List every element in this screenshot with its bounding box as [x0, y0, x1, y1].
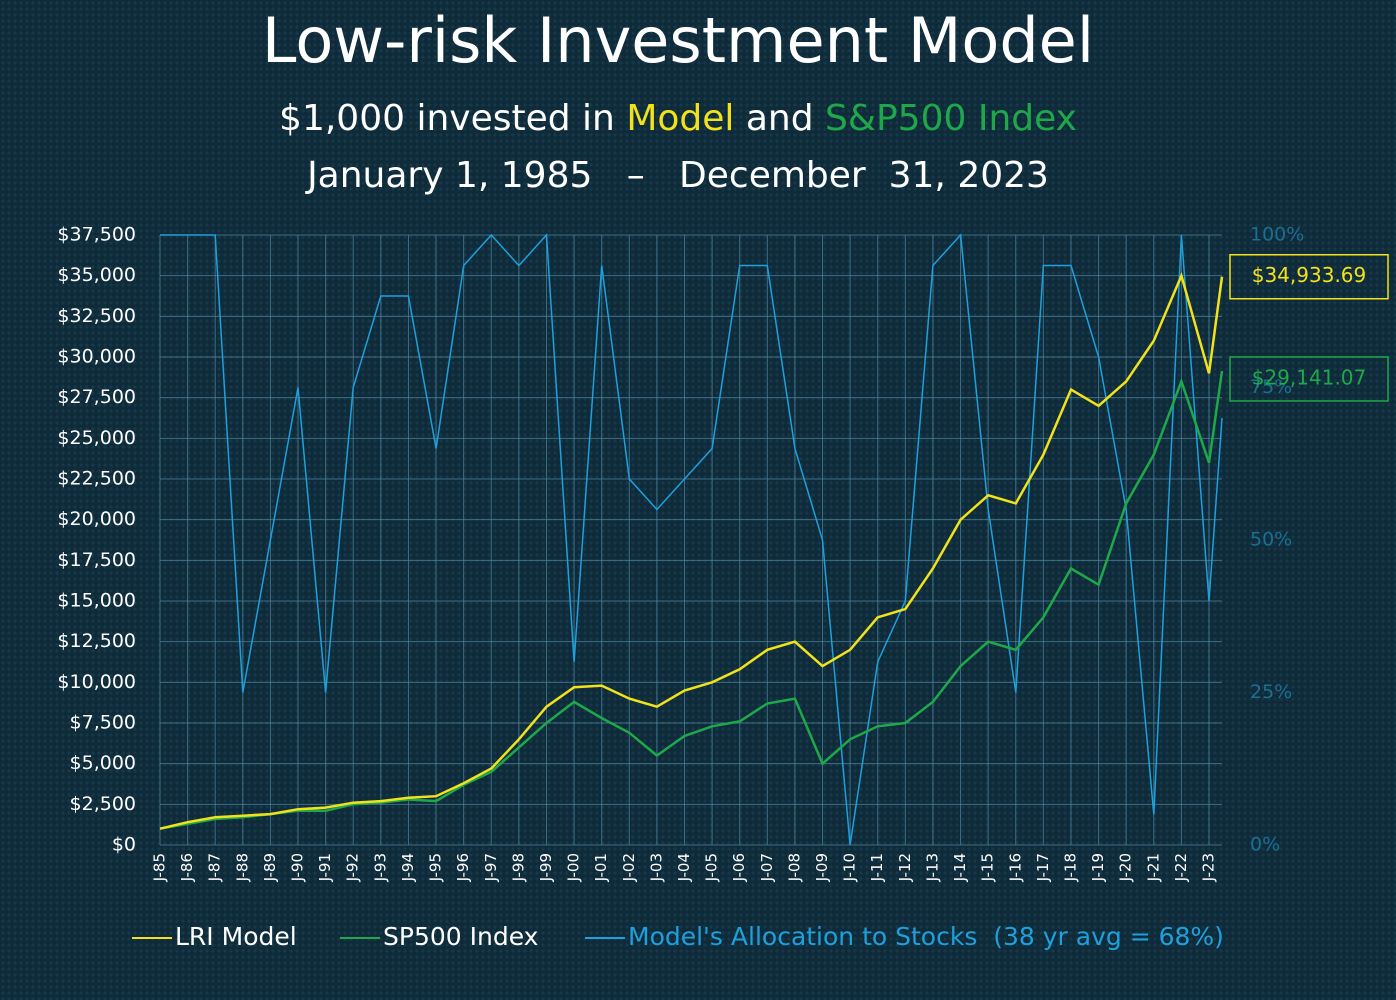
y2-tick-label: 25% [1250, 681, 1292, 703]
y2-tick-label: 100% [1250, 224, 1304, 246]
x-tick-label: J-16 [1006, 853, 1024, 882]
x-tick-label: J-95 [427, 853, 445, 882]
x-tick-label: J-07 [758, 853, 776, 882]
x-tick-label: J-87 [206, 853, 224, 882]
x-tick-label: J-96 [454, 853, 472, 882]
y-tick-label: $5,000 [70, 752, 136, 774]
y-tick-label: $30,000 [57, 346, 136, 368]
y-tick-label: $0 [112, 834, 136, 856]
x-tick-label: J-11 [868, 853, 886, 882]
x-tick-label: J-19 [1089, 853, 1107, 882]
x-tick-label: J-01 [592, 853, 610, 882]
subtitle: $1,000 invested in Model and S&P500 Inde… [279, 98, 1077, 139]
x-tick-label: J-21 [1144, 853, 1162, 882]
legend-label: LRI Model [175, 922, 297, 951]
value-label-box [1229, 356, 1389, 402]
x-tick-label: J-09 [813, 853, 831, 882]
y-tick-label: $22,500 [57, 468, 136, 490]
y2-tick-label: 0% [1250, 834, 1280, 856]
x-tick-label: J-93 [371, 853, 389, 882]
y-tick-label: $17,500 [57, 549, 136, 571]
series-line [159, 271, 1224, 830]
y-tick-label: $32,500 [57, 305, 136, 327]
y-tick-label: $35,000 [57, 264, 136, 286]
x-tick-label: J-08 [785, 853, 803, 882]
x-tick-label: J-14 [951, 853, 969, 882]
y-tick-label: $10,000 [57, 671, 136, 693]
y-tick-label: $15,000 [57, 590, 136, 612]
x-tick-label: J-04 [675, 853, 693, 882]
legend-label: SP500 Index [383, 922, 538, 951]
series-line [159, 370, 1224, 830]
x-tick-label: J-10 [841, 853, 859, 882]
y-tick-label: $27,500 [57, 386, 136, 408]
x-tick-label: J-99 [537, 853, 555, 882]
x-tick-label: J-89 [261, 853, 279, 882]
x-tick-label: J-03 [647, 853, 665, 882]
x-tick-label: J-97 [482, 853, 500, 882]
x-tick-label: J-20 [1117, 853, 1135, 882]
subtitle-part: Model [626, 98, 734, 139]
value-label-box [1229, 253, 1389, 300]
x-tick-label: J-92 [344, 853, 362, 882]
chart-title: Low-risk Investment Model [262, 4, 1094, 77]
x-tick-label: J-13 [923, 853, 941, 882]
x-tick-label: J-88 [233, 853, 251, 882]
y2-tick-label: 75% [1250, 376, 1292, 398]
x-tick-label: J-17 [1034, 853, 1052, 882]
x-tick-label: J-05 [703, 853, 721, 882]
y-tick-label: $20,000 [57, 508, 136, 530]
x-tick-label: J-98 [509, 853, 527, 882]
subtitle-part: S&P500 Index [825, 98, 1077, 139]
x-tick-label: J-06 [730, 853, 748, 882]
y-tick-label: $25,000 [57, 427, 136, 449]
date-range: January 1, 1985 – December 31, 2023 [305, 155, 1049, 196]
y-tick-label: $2,500 [70, 793, 136, 815]
x-tick-label: J-86 [178, 853, 196, 882]
y-tick-label: $7,500 [70, 712, 136, 734]
value-label: $29,141.07 [1252, 365, 1367, 389]
x-tick-label: J-23 [1200, 853, 1218, 882]
subtitle-part: and [734, 98, 825, 139]
y-tick-label: $12,500 [57, 630, 136, 652]
x-tick-label: J-94 [399, 853, 417, 882]
x-tick-label: J-90 [289, 853, 307, 882]
x-tick-label: J-00 [565, 853, 583, 882]
x-tick-label: J-02 [620, 853, 638, 882]
x-tick-label: J-85 [151, 853, 169, 882]
series-line [160, 233, 1223, 846]
y-tick-label: $37,500 [57, 224, 136, 246]
legend-label: Model's Allocation to Stocks (38 yr avg … [628, 922, 1224, 951]
x-tick-label: J-12 [896, 853, 914, 882]
x-tick-label: J-22 [1172, 853, 1190, 882]
x-tick-label: J-15 [979, 853, 997, 882]
subtitle-part: $1,000 invested in [279, 98, 626, 139]
x-tick-label: J-91 [316, 853, 334, 882]
value-label: $34,933.69 [1252, 263, 1367, 287]
x-tick-label: J-18 [1061, 853, 1079, 882]
y2-tick-label: 50% [1250, 529, 1292, 551]
